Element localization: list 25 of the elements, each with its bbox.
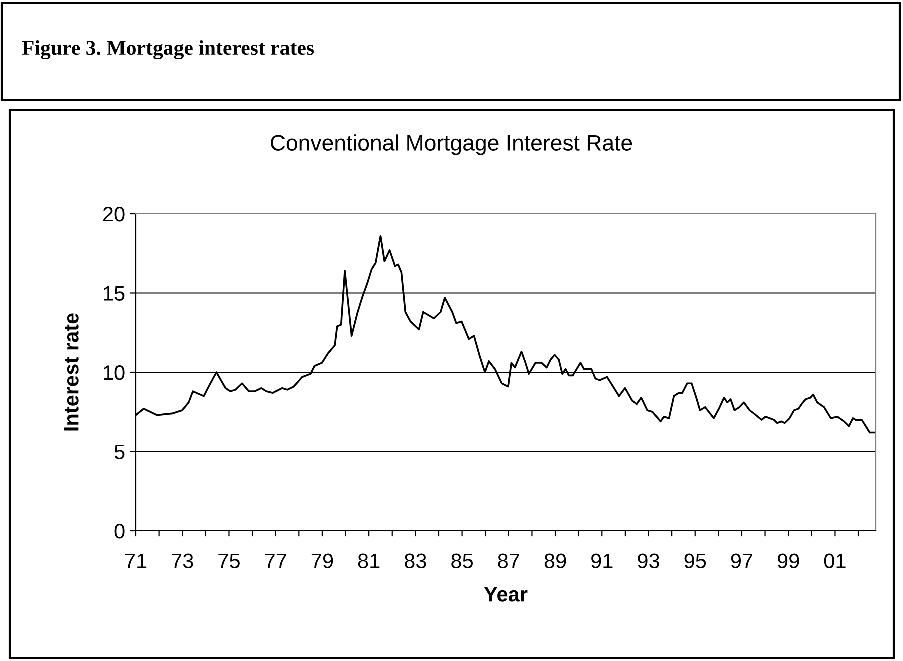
y-tick-label: 0: [114, 524, 125, 539]
y-axis-title: Interest rate: [64, 314, 79, 431]
x-tick-label: 73: [172, 554, 194, 569]
x-axis-title: Year: [484, 587, 528, 602]
chart-title: Figure 3. Mortgage interest rates: [22, 40, 314, 60]
x-tick-label: 97: [731, 554, 753, 569]
x-tick-label: 95: [684, 554, 706, 569]
y-tick-label: 5: [114, 444, 125, 460]
x-tick-label: 85: [452, 554, 474, 569]
x-tick-label: 99: [778, 554, 800, 569]
x-tick-label: 75: [218, 554, 240, 569]
y-tick-label: 15: [104, 286, 125, 302]
x-tick-label: 77: [265, 554, 286, 568]
x-tick-label: 81: [358, 554, 380, 569]
x-tick-label: 91: [592, 554, 613, 569]
x-tick-label: 93: [638, 554, 660, 569]
x-tick-label: 83: [405, 554, 426, 569]
x-tick-label: 79: [312, 554, 334, 569]
chart-subtitle: Conventional Mortgage Interest Rate: [271, 134, 632, 156]
x-tick-label: 01: [824, 554, 846, 569]
x-tick-label: 89: [544, 554, 566, 569]
y-tick-label: 20: [103, 207, 125, 222]
x-tick-label: 71: [125, 554, 147, 568]
y-tick-label: 10: [104, 366, 125, 380]
x-tick-label: 87: [498, 554, 520, 569]
